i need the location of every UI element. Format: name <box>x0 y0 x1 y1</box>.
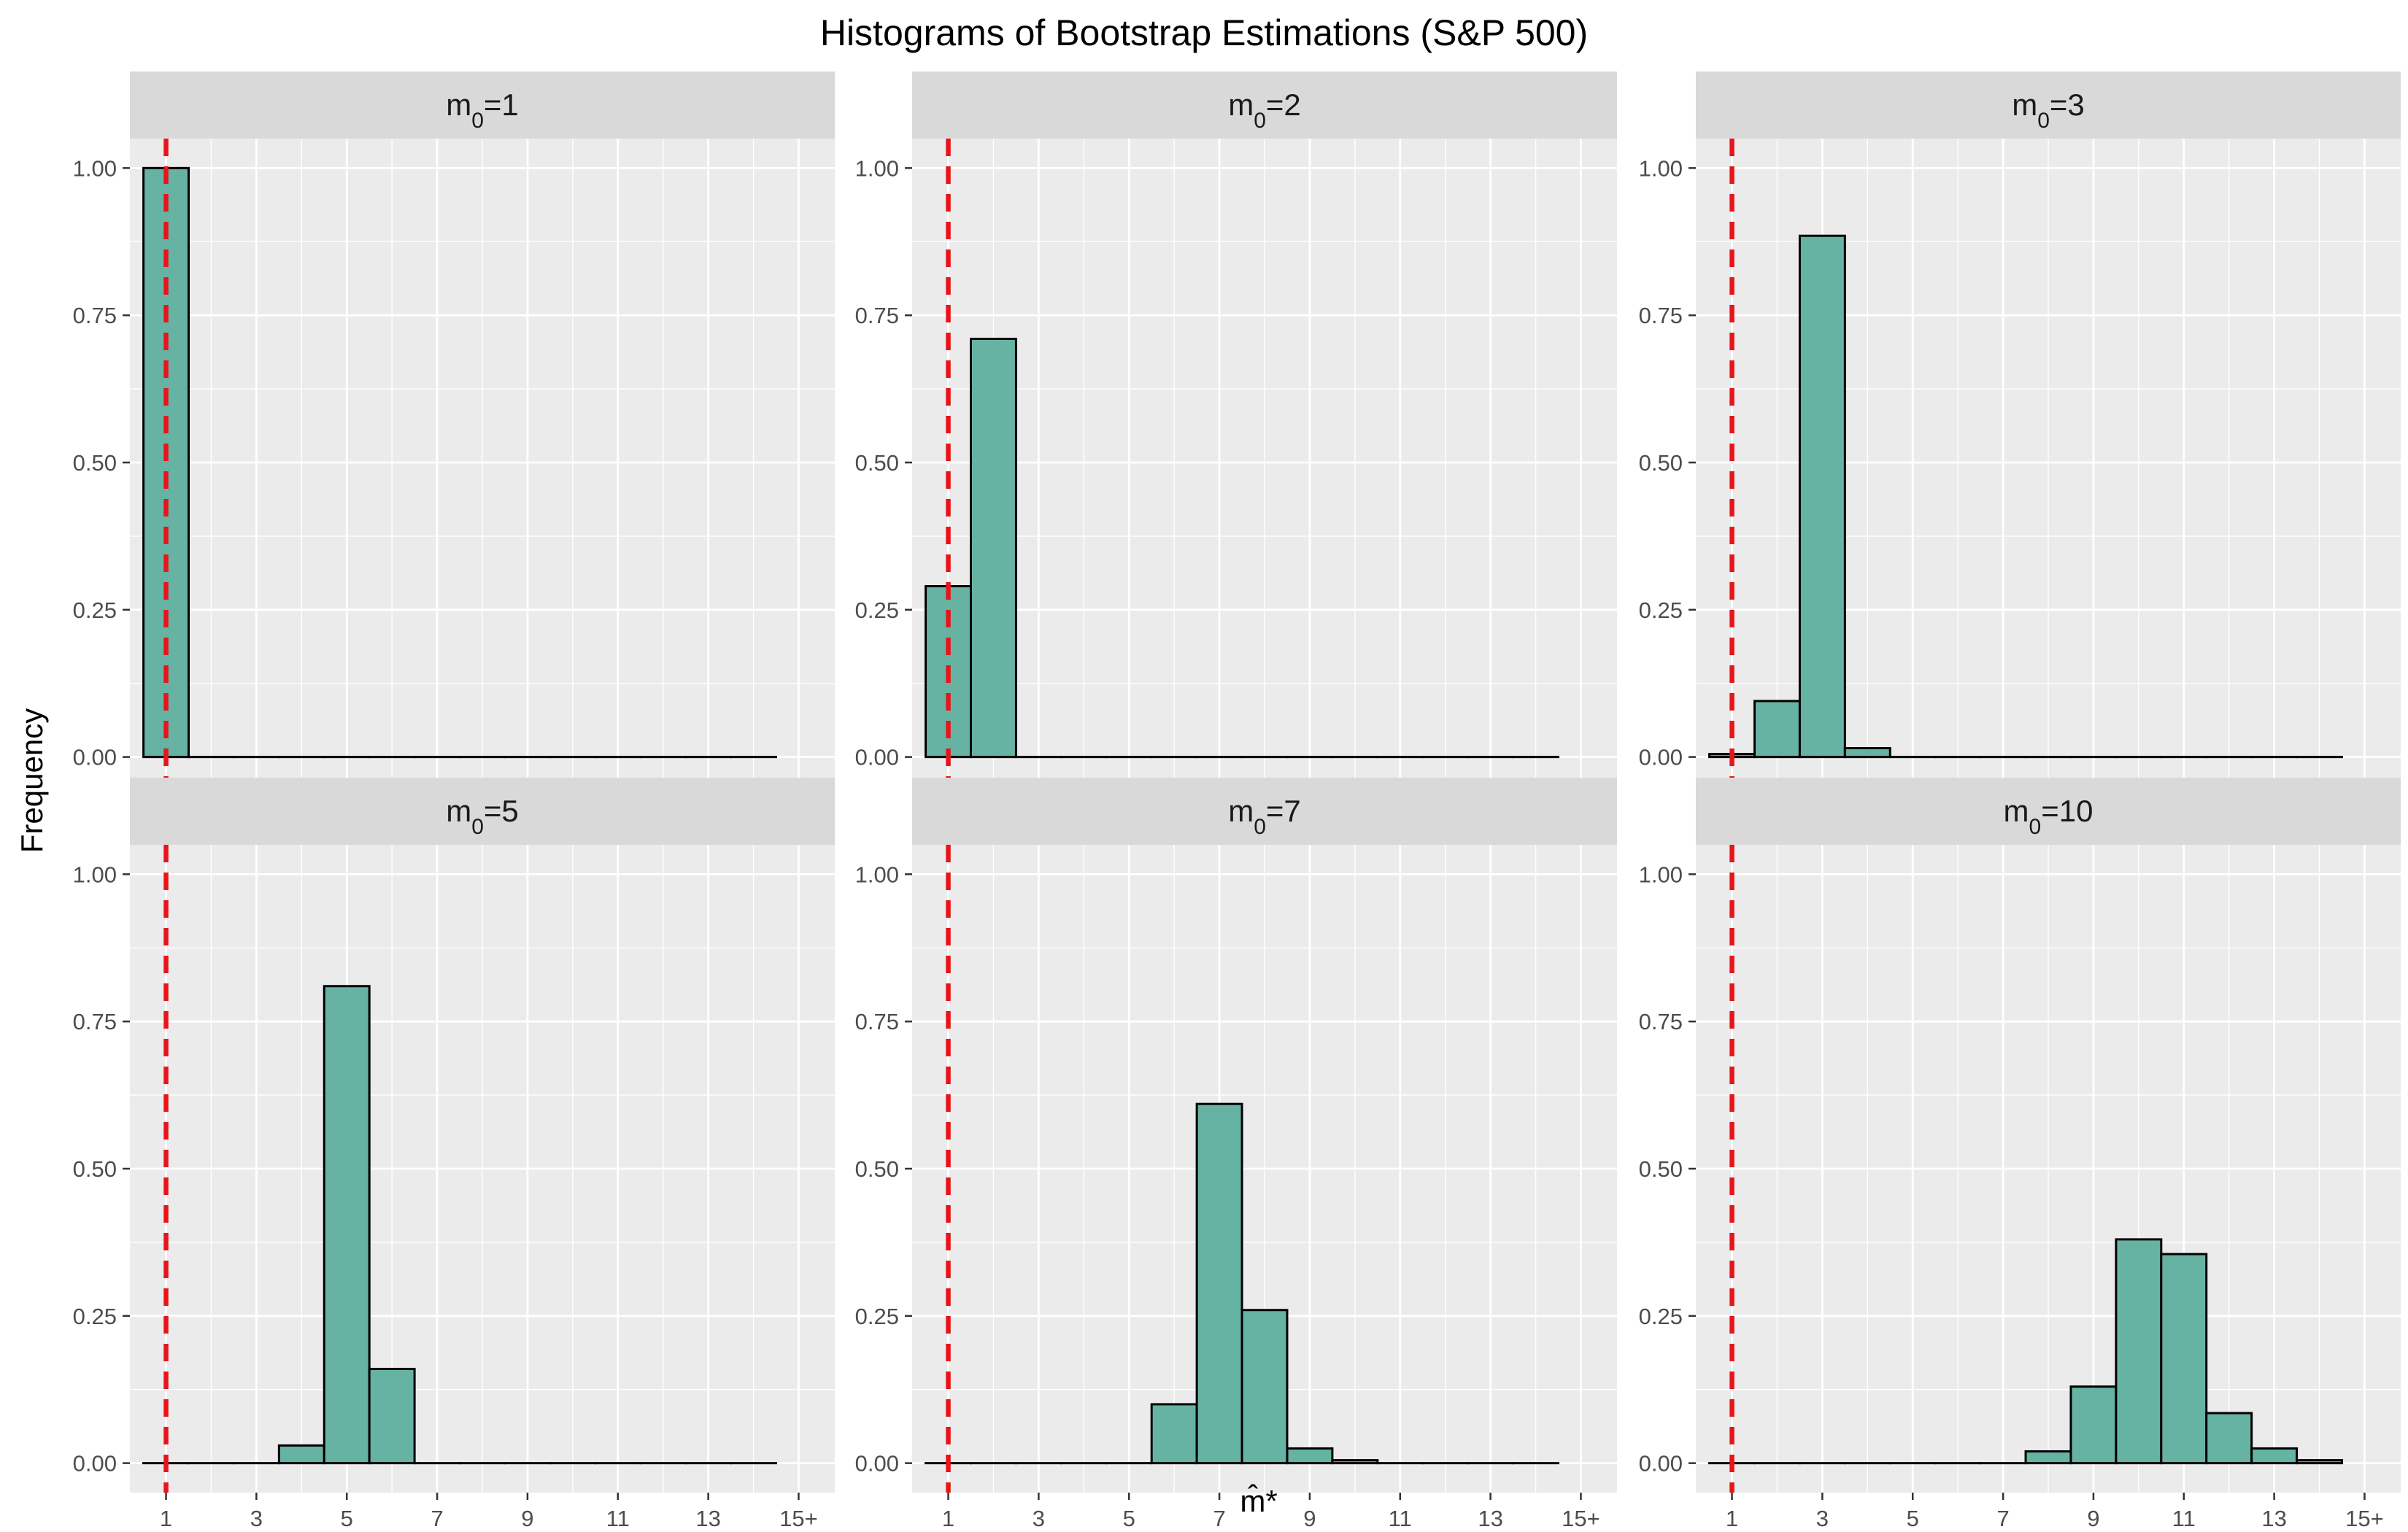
y-tick-label: 0.00 <box>1639 745 1683 770</box>
histogram-bar <box>2250 1447 2299 1465</box>
facet-strip <box>1696 778 2401 845</box>
facet-strip-label: m0=2 <box>1228 88 1301 133</box>
x-tick-label: 7 <box>1213 1506 1225 1531</box>
histogram-bar <box>1240 1309 1289 1465</box>
y-tick-label: 0.25 <box>1639 597 1683 623</box>
facet-panel: m0=70.000.250.500.751.001 3 5 7 9 11 13 15+ <box>855 778 1617 1531</box>
x-tick-label: 5 <box>1907 1506 1919 1531</box>
histogram-bar <box>1195 1102 1243 1465</box>
x-tick-label: 7 <box>431 1506 443 1531</box>
facet-strip <box>130 71 835 139</box>
facet-strip <box>912 71 1617 139</box>
y-tick-label: 0.00 <box>855 745 899 770</box>
x-tick-label: 1 <box>1726 1506 1738 1531</box>
y-tick-label: 1.00 <box>73 155 117 181</box>
y-tick-label: 1.00 <box>855 862 899 887</box>
histogram-bar <box>2160 1253 2208 1465</box>
x-tick-label: 3 <box>1816 1506 1829 1531</box>
y-tick-label: 0.00 <box>855 1451 899 1477</box>
histogram-bar <box>277 1444 325 1465</box>
facet-strip <box>1696 71 2401 139</box>
x-tick-label: 11 <box>606 1506 630 1531</box>
y-tick-label: 0.50 <box>1639 1156 1683 1182</box>
histogram-bar <box>1753 700 1801 759</box>
facet-strip <box>912 778 1617 845</box>
x-tick-label: 11 <box>1389 1506 1412 1531</box>
x-tick-label: 9 <box>2087 1506 2099 1531</box>
x-tick-label: 9 <box>1303 1506 1316 1531</box>
histogram-bar <box>970 337 1017 759</box>
x-tick-label: 13 <box>2261 1506 2286 1531</box>
x-tick-label: 11 <box>2172 1506 2196 1531</box>
y-tick-label: 1.00 <box>855 155 899 181</box>
histogram-bar <box>2069 1385 2118 1465</box>
x-tick-label: 3 <box>250 1506 263 1531</box>
y-axis-title: Frequency <box>15 708 49 853</box>
y-tick-label: 0.75 <box>1639 1009 1683 1034</box>
y-tick-label: 0.75 <box>1639 303 1683 328</box>
x-tick-label: 5 <box>1123 1506 1135 1531</box>
y-tick-label: 0.50 <box>73 450 117 476</box>
histogram-bar <box>368 1367 416 1465</box>
y-tick-label: 0.75 <box>855 1009 899 1034</box>
y-tick-label: 1.00 <box>1639 155 1683 181</box>
y-tick-label: 0.25 <box>73 597 117 623</box>
y-tick-label: 0.75 <box>855 303 899 328</box>
histogram-bar <box>1798 234 1846 759</box>
y-tick-label: 0.50 <box>855 450 899 476</box>
x-axis-title: m̂* <box>1240 1484 1277 1518</box>
y-tick-label: 0.50 <box>855 1156 899 1182</box>
facet-strip-label: m0=3 <box>2012 88 2085 133</box>
y-tick-label: 1.00 <box>1639 862 1683 887</box>
histogram-bar <box>2296 1459 2343 1465</box>
y-tick-label: 0.75 <box>73 303 117 328</box>
histogram-bar <box>323 985 371 1465</box>
histogram-bar <box>1843 747 1891 759</box>
x-tick-label: 3 <box>1033 1506 1045 1531</box>
y-tick-label: 0.00 <box>73 745 117 770</box>
y-tick-label: 0.75 <box>73 1009 117 1034</box>
y-tick-label: 0.00 <box>1639 1451 1683 1477</box>
x-tick-label: 13 <box>1478 1506 1502 1531</box>
facet-strip-label: m0=7 <box>1228 794 1301 839</box>
x-tick-label: 5 <box>341 1506 353 1531</box>
chart-title: Histograms of Bootstrap Estimations (S&P… <box>820 12 1588 53</box>
y-tick-label: 0.25 <box>73 1304 117 1329</box>
x-tick-label: 13 <box>695 1506 720 1531</box>
histogram-bar <box>1286 1447 1334 1465</box>
y-tick-label: 0.00 <box>73 1451 117 1477</box>
x-tick-label: 1 <box>942 1506 954 1531</box>
facet-panel: m0=100.000.250.500.751.001 3 5 7 9 11 13 15+ <box>1639 778 2401 1531</box>
x-tick-label: 15+ <box>1562 1506 1600 1531</box>
facet-strip-label: m0=10 <box>2004 794 2094 839</box>
y-tick-label: 0.50 <box>1639 450 1683 476</box>
histogram-bar <box>2115 1238 2163 1465</box>
y-tick-label: 1.00 <box>73 862 117 887</box>
facet-strip-label: m0=5 <box>446 794 519 839</box>
facet-strip <box>130 778 835 845</box>
x-tick-label: 15+ <box>2345 1506 2384 1531</box>
histogram-bar <box>1331 1459 1379 1465</box>
facet-panels: m0=10.000.250.500.751.0013579111315+m0=2… <box>73 71 2401 1531</box>
x-tick-label: 15+ <box>779 1506 818 1531</box>
x-tick-label: 7 <box>1996 1506 2009 1531</box>
y-tick-label: 0.25 <box>855 597 899 623</box>
facet-strip-label: m0=1 <box>446 88 519 133</box>
y-tick-label: 0.25 <box>1639 1304 1683 1329</box>
y-tick-label: 0.25 <box>855 1304 899 1329</box>
x-tick-label: 9 <box>521 1506 533 1531</box>
histogram-bar <box>1150 1403 1198 1465</box>
facet-panel: m0=50.000.250.500.751.001 3 5 7 9 11 13 15+ <box>73 778 835 1531</box>
histogram-bar <box>2024 1450 2072 1465</box>
histogram-bar <box>2205 1412 2253 1465</box>
x-tick-label: 1 <box>160 1506 172 1531</box>
y-tick-label: 0.50 <box>73 1156 117 1182</box>
